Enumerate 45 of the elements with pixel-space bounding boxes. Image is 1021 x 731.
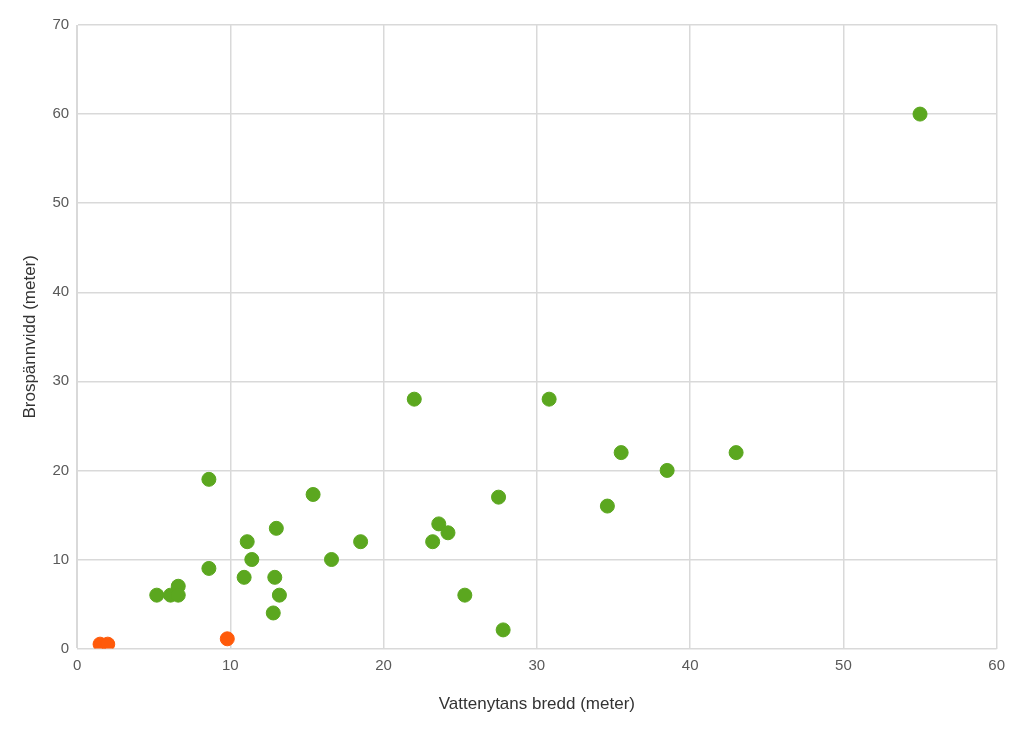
point bbox=[305, 486, 321, 502]
point bbox=[149, 587, 165, 603]
point bbox=[495, 622, 511, 638]
x-tick-label: 20 bbox=[375, 655, 392, 673]
point bbox=[599, 498, 615, 514]
y-tick-label: 60 bbox=[52, 104, 70, 122]
point bbox=[219, 631, 235, 647]
point bbox=[728, 445, 744, 461]
point bbox=[406, 391, 422, 407]
point bbox=[324, 552, 339, 568]
point bbox=[912, 106, 928, 122]
point bbox=[425, 534, 441, 550]
point bbox=[244, 552, 260, 568]
point bbox=[267, 569, 283, 585]
y-tick-label: 70 bbox=[52, 15, 70, 33]
y-tick-label: 50 bbox=[52, 193, 70, 211]
y-tick-label: 40 bbox=[52, 282, 70, 300]
point bbox=[440, 525, 456, 541]
point bbox=[239, 534, 255, 550]
point bbox=[491, 489, 507, 505]
point bbox=[271, 587, 287, 603]
point bbox=[201, 471, 217, 487]
x-tick-label: 60 bbox=[988, 655, 1005, 673]
y-axis-title: Brospännvidd (meter) bbox=[19, 255, 39, 419]
x-tick-label: 50 bbox=[835, 655, 852, 673]
point bbox=[100, 636, 116, 649]
x-tick-label: 40 bbox=[681, 655, 699, 673]
point bbox=[268, 520, 284, 536]
y-tick-label: 0 bbox=[60, 638, 70, 656]
x-tick-label: 30 bbox=[528, 655, 546, 673]
x-tick-label: 10 bbox=[222, 655, 239, 673]
point bbox=[431, 516, 447, 532]
point bbox=[236, 569, 252, 585]
x-tick-label: 0 bbox=[72, 655, 82, 673]
point bbox=[265, 605, 281, 621]
y-tick-label: 10 bbox=[52, 549, 70, 567]
point bbox=[613, 445, 629, 461]
y-tick-label: 20 bbox=[52, 460, 70, 478]
point bbox=[457, 587, 473, 603]
x-axis-title: Vattenytans bredd (meter) bbox=[438, 694, 635, 714]
y-tick-label: 30 bbox=[52, 371, 70, 389]
point bbox=[201, 560, 217, 576]
point bbox=[659, 462, 675, 478]
point bbox=[541, 391, 557, 407]
point bbox=[353, 534, 369, 550]
